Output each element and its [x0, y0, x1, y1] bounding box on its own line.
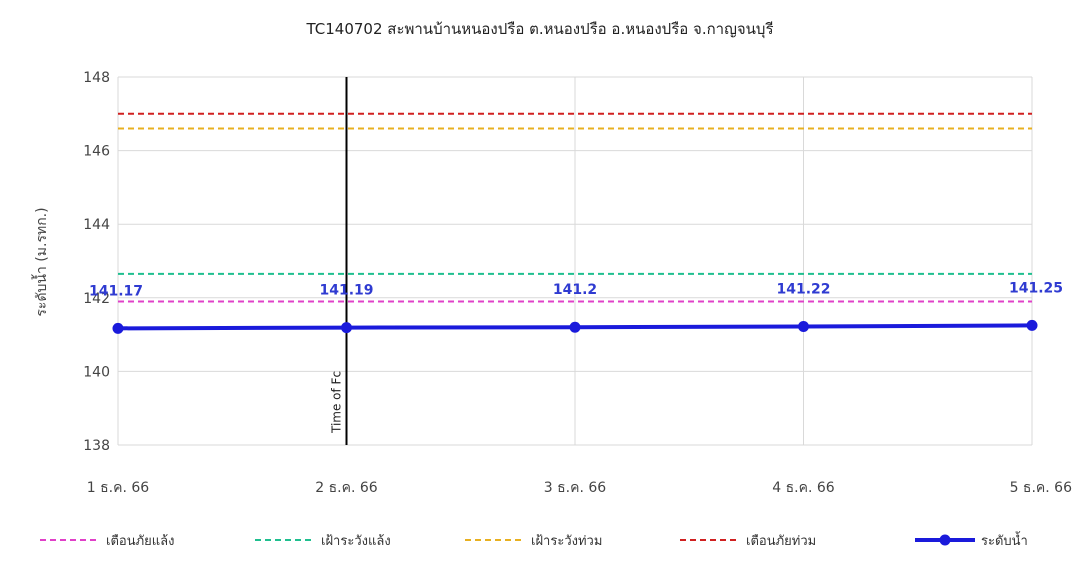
data-label: 141.2	[553, 282, 597, 298]
y-tick-label: 138	[83, 438, 110, 454]
x-tick-labels: 1 ธ.ค. 66 2 ธ.ค. 66 3 ธ.ค. 66 4 ธ.ค. 66 5 ธ.…	[87, 480, 1072, 496]
legend-marker	[939, 534, 951, 546]
legend-label: ระดับน้ำ	[981, 531, 1028, 549]
grid	[117, 76, 1033, 446]
x-tick-label: 3 ธ.ค. 66	[544, 480, 607, 496]
data-point	[798, 321, 809, 333]
forecast-marker-label: Time of Fc	[330, 371, 344, 434]
data-point	[569, 321, 581, 333]
data-label: 141.19	[319, 283, 373, 299]
data-label: 141.25	[1009, 280, 1063, 296]
legend-label: เตือนภัยท่วม	[746, 533, 816, 549]
x-tick-label: 5 ธ.ค. 66	[1010, 480, 1073, 496]
x-tick-label: 4 ธ.ค. 66	[772, 480, 835, 496]
reference-lines	[118, 112, 1032, 303]
series	[112, 319, 1038, 334]
y-axis-label: ระดับน้ำ (ม.รทก.)	[31, 207, 50, 316]
forecast-marker: Time of Fc	[330, 77, 348, 445]
y-tick-label: 146	[83, 144, 110, 160]
y-tick-label: 142	[83, 291, 110, 307]
y-tick-label: 140	[83, 364, 110, 380]
data-labels: 141.17 141.19 141.2 141.22 141.25	[89, 280, 1063, 299]
legend-label: เฝ้าระวังแล้ง	[321, 534, 391, 549]
data-label: 141.22	[776, 282, 830, 298]
data-label: 141.17	[89, 283, 143, 299]
data-point	[341, 322, 352, 334]
x-tick-label: 2 ธ.ค. 66	[315, 480, 378, 496]
y-tick-label: 148	[83, 70, 110, 86]
x-tick-label: 1 ธ.ค. 66	[87, 480, 150, 496]
legend-label: เฝ้าระวังท่วม	[531, 534, 602, 549]
data-point	[112, 322, 124, 334]
legend: เตือนภัยแล้ง เฝ้าระวังแล้ง เฝ้าระวังท่วม เต…	[40, 531, 1028, 549]
y-tick-label: 144	[83, 217, 110, 233]
data-point	[1026, 319, 1038, 331]
y-tick-labels: 138 140 142 144 146 148	[83, 70, 110, 454]
chart-title: TC140702 สะพานบ้านหนองปรือ ต.หนองปรือ อ.…	[306, 20, 774, 39]
legend-label: เตือนภัยแล้ง	[106, 533, 174, 549]
